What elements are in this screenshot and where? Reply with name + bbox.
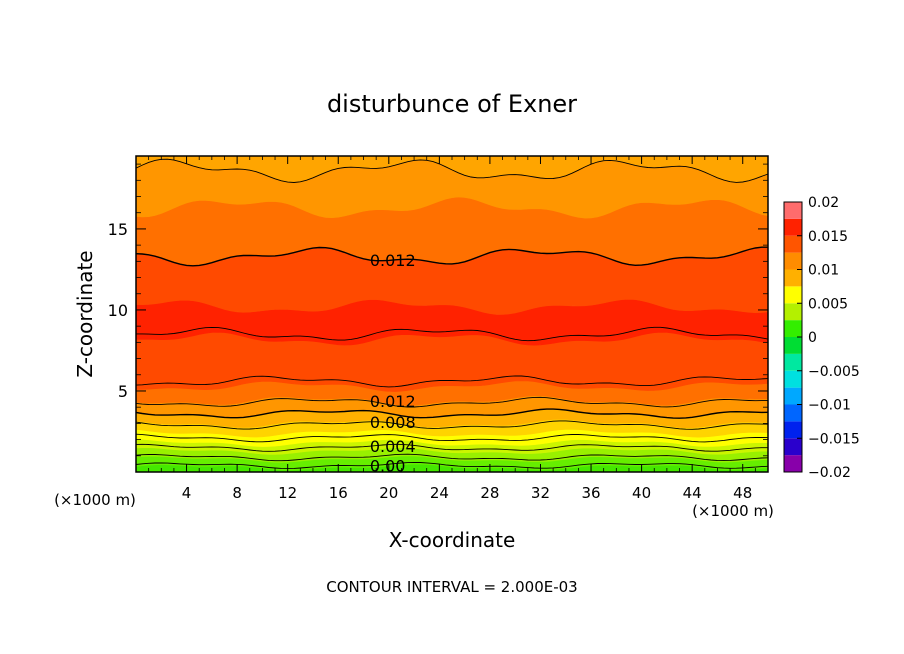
colorbar-swatch: [784, 202, 802, 219]
y-axis-label: Z-coordinate: [73, 250, 97, 377]
colorbar-tick-label: −0.01: [808, 398, 851, 414]
contour-lines: [136, 158, 768, 470]
colorbar-tick-label: −0.005: [808, 364, 860, 380]
contour-line: [136, 453, 768, 462]
contour-line: [136, 396, 768, 408]
contour-label: 0.012: [370, 251, 416, 270]
colorbar-swatch: [784, 370, 802, 388]
colorbar-swatch: [784, 404, 802, 422]
x-unit-right: (×1000 m): [692, 502, 774, 520]
x-tick-label: 44: [683, 484, 702, 502]
x-tick-label: 8: [232, 484, 242, 502]
contour-label: 0.00: [370, 457, 406, 476]
filled-contour-bands: [136, 156, 768, 472]
contour-line: [136, 326, 768, 342]
x-tick-label: 48: [733, 484, 752, 502]
y-tick-label: 5: [118, 382, 128, 401]
contour-label: 0.008: [370, 413, 416, 432]
colorbar-swatch: [784, 252, 802, 270]
colorbar-swatch: [784, 269, 802, 287]
x-tick-label: 12: [278, 484, 297, 502]
contour-band: [136, 196, 768, 267]
chart-title: disturbunce of Exner: [327, 90, 577, 118]
x-tick-label: 24: [430, 484, 449, 502]
contour-line: [136, 420, 768, 430]
contour-label: 0.012: [370, 392, 416, 411]
contour-line: [136, 433, 768, 443]
colorbar-tick-label: 0: [808, 330, 817, 346]
contour-band: [136, 331, 768, 392]
colorbar-swatch: [784, 387, 802, 405]
x-unit-left: (×1000 m): [54, 491, 136, 509]
x-tick-label: 4: [182, 484, 192, 502]
colorbar-tick-label: 0.005: [808, 296, 848, 312]
y-tick-label: 15: [108, 220, 128, 239]
x-tick-label: 16: [329, 484, 348, 502]
colorbar-swatch: [784, 438, 802, 456]
colorbar-tick-label: −0.015: [808, 431, 860, 447]
colorbar-tick-label: 0.02: [808, 195, 839, 211]
x-axis-ticks: 4 8 12 16 20 24 28 32 36 40 44 48: [148, 156, 756, 502]
colorbar-swatch: [784, 337, 802, 354]
colorbar-swatch: [784, 303, 802, 321]
y-axis-ticks: 5 10 15: [108, 163, 768, 457]
colorbar-tick-label: 0.015: [808, 229, 848, 245]
contour-line: [136, 443, 768, 452]
x-tick-label: 20: [379, 484, 398, 502]
x-axis-label: X-coordinate: [389, 528, 516, 552]
colorbar-swatch: [784, 421, 802, 439]
colorbar: 0.02 0.015 0.01 0.005 0 −0.005 −0.01 −0.015 −0.0…: [783, 195, 860, 481]
contour-label: 0.004: [370, 437, 416, 456]
contour-line: [136, 461, 768, 470]
colorbar-tick-label: 0.01: [808, 263, 839, 279]
contour-line: [136, 408, 768, 419]
colorbar-swatch: [784, 235, 802, 253]
colorbar-swatch: [784, 455, 802, 472]
colorbar-swatch: [784, 286, 802, 304]
x-tick-label: 40: [632, 484, 651, 502]
x-tick-label: 32: [531, 484, 550, 502]
colorbar-swatch: [784, 320, 802, 337]
contour-line: [136, 375, 768, 388]
colorbar-swatch: [784, 218, 802, 236]
colorbar-tick-label: −0.02: [808, 465, 851, 481]
contour-line: [136, 158, 768, 183]
y-tick-label: 10: [108, 301, 128, 320]
contour-line: [136, 246, 768, 267]
x-tick-label: 36: [581, 484, 600, 502]
colorbar-swatch: [784, 353, 802, 371]
contour-interval-note: CONTOUR INTERVAL = 2.000E-03: [326, 578, 577, 596]
x-tick-label: 28: [480, 484, 499, 502]
